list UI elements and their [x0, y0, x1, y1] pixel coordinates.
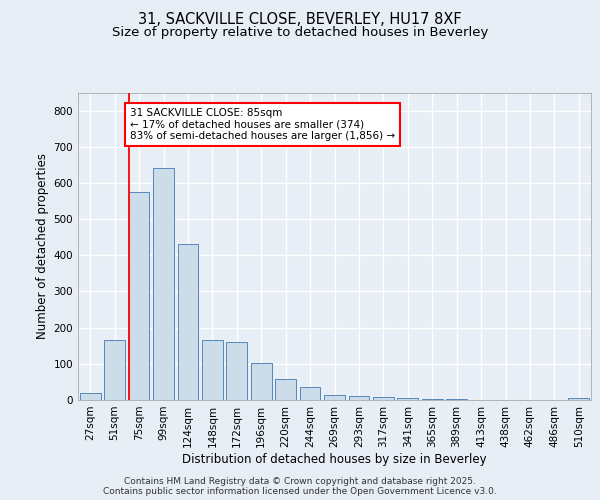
Bar — [349, 396, 370, 400]
Y-axis label: Number of detached properties: Number of detached properties — [37, 153, 49, 339]
Bar — [128, 192, 149, 400]
Bar — [226, 342, 247, 400]
Bar — [275, 379, 296, 400]
Bar — [178, 244, 199, 400]
Bar — [568, 398, 589, 400]
Bar — [299, 388, 320, 400]
Text: 31 SACKVILLE CLOSE: 85sqm
← 17% of detached houses are smaller (374)
83% of semi: 31 SACKVILLE CLOSE: 85sqm ← 17% of detac… — [130, 108, 395, 141]
Bar — [422, 399, 443, 400]
Text: Contains HM Land Registry data © Crown copyright and database right 2025.
Contai: Contains HM Land Registry data © Crown c… — [103, 476, 497, 496]
Bar — [80, 393, 101, 400]
Bar — [104, 340, 125, 400]
Bar — [324, 395, 345, 400]
Bar — [397, 398, 418, 400]
X-axis label: Distribution of detached houses by size in Beverley: Distribution of detached houses by size … — [182, 452, 487, 466]
Bar — [202, 340, 223, 400]
Text: Size of property relative to detached houses in Beverley: Size of property relative to detached ho… — [112, 26, 488, 39]
Bar — [373, 397, 394, 400]
Bar — [153, 168, 174, 400]
Bar — [251, 362, 272, 400]
Text: 31, SACKVILLE CLOSE, BEVERLEY, HU17 8XF: 31, SACKVILLE CLOSE, BEVERLEY, HU17 8XF — [138, 12, 462, 28]
